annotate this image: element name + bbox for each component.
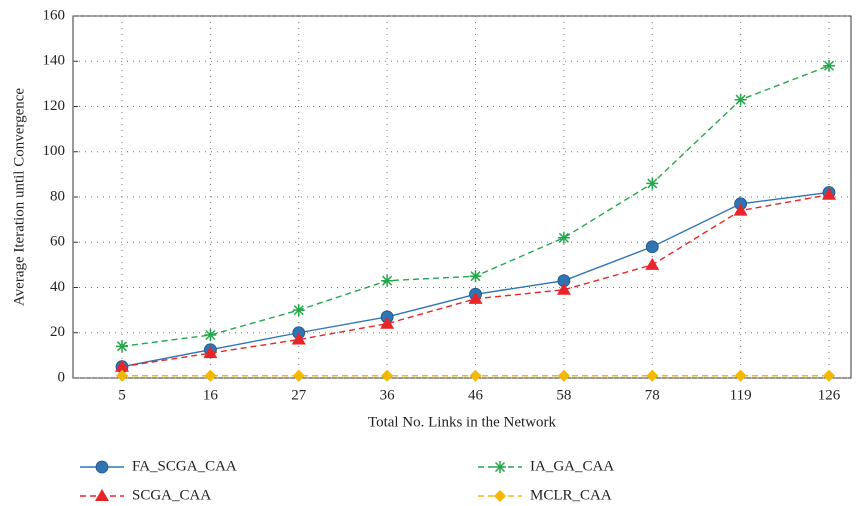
y-tick-label: 120: [43, 98, 66, 114]
x-axis-label: Total No. Links in the Network: [368, 414, 557, 430]
data-point: [203, 346, 218, 359]
y-tick-label: 100: [43, 143, 66, 159]
data-point: [557, 369, 570, 382]
x-tick-label: 119: [730, 387, 752, 403]
data-point: [734, 93, 747, 106]
data-point: [204, 369, 217, 382]
y-axis-label: Average Iteration until Convergence: [11, 88, 27, 306]
legend-label: MCLR_CAA: [530, 487, 612, 503]
legend-marker: [494, 461, 506, 473]
data-point: [116, 369, 128, 382]
y-tick-label: 60: [50, 234, 65, 250]
marker-stroke: [558, 232, 569, 243]
x-tick-label: 5: [118, 387, 126, 403]
data-point: [469, 270, 482, 283]
data-point: [292, 369, 305, 382]
x-tick-label: 46: [468, 387, 484, 403]
data-point: [115, 359, 129, 372]
data-point: [381, 369, 394, 382]
data-point: [645, 240, 659, 254]
data-point: [380, 316, 395, 329]
legend-marker: [95, 460, 109, 474]
y-tick-label: 20: [50, 324, 65, 340]
x-tick-label: 78: [645, 387, 660, 403]
data-point: [292, 304, 305, 317]
marker-stroke: [116, 341, 128, 352]
x-tick-label: 126: [818, 387, 841, 403]
marker-stroke: [205, 329, 216, 341]
x-tick-label: 58: [556, 387, 571, 403]
data-point: [646, 369, 659, 382]
marker-stroke: [293, 305, 304, 316]
data-point: [733, 203, 748, 216]
data-point: [468, 291, 483, 304]
data-point: [734, 369, 747, 382]
marker-stroke: [735, 94, 746, 105]
data-point: [556, 282, 571, 295]
y-tick-label: 40: [50, 279, 65, 295]
marker-stroke: [470, 271, 481, 282]
marker-stroke: [382, 275, 393, 286]
x-tick-label: 36: [380, 387, 396, 403]
legend-marker: [494, 490, 506, 502]
data-point: [469, 369, 482, 382]
legend-marker: [95, 489, 109, 501]
data-point: [116, 340, 128, 353]
legend-label: IA_GA_CAA: [530, 458, 614, 474]
data-point: [823, 59, 835, 72]
data-point: [646, 177, 659, 190]
x-tick-label: 27: [291, 387, 307, 403]
data-point: [291, 332, 306, 345]
legend-label: SCGA_CAA: [132, 487, 211, 503]
marker-stroke: [647, 178, 658, 189]
data-point: [557, 231, 570, 244]
data-point: [822, 187, 836, 200]
data-point: [645, 257, 660, 270]
data-point: [823, 369, 835, 382]
plot-frame: [72, 15, 852, 379]
y-tick-label: 80: [50, 188, 65, 204]
x-tick-label: 16: [203, 387, 219, 403]
marker-stroke: [494, 461, 506, 473]
legend-label: FA_SCGA_CAA: [132, 458, 237, 474]
y-tick-label: 140: [43, 53, 66, 69]
data-point: [204, 329, 217, 342]
marker-stroke: [823, 60, 835, 71]
y-tick-label: 0: [58, 369, 66, 385]
y-tick-label: 160: [43, 7, 66, 23]
data-point: [381, 274, 394, 287]
